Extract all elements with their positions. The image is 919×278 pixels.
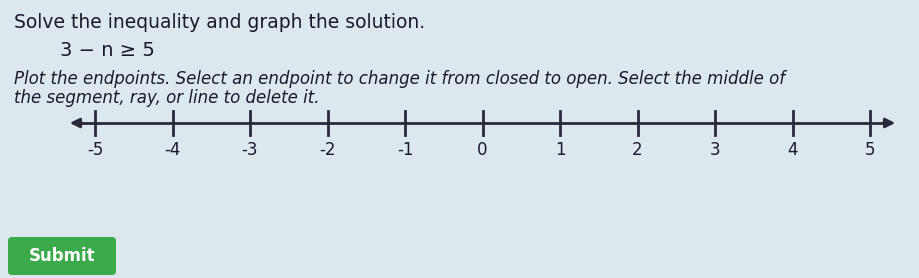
Text: -2: -2 bbox=[319, 141, 335, 159]
Text: 2: 2 bbox=[632, 141, 642, 159]
Text: 4: 4 bbox=[788, 141, 798, 159]
FancyBboxPatch shape bbox=[8, 237, 116, 275]
Text: -5: -5 bbox=[86, 141, 103, 159]
Text: Submit: Submit bbox=[28, 247, 96, 265]
Text: 0: 0 bbox=[477, 141, 488, 159]
Text: -3: -3 bbox=[242, 141, 258, 159]
Text: 5: 5 bbox=[865, 141, 875, 159]
Text: Plot the endpoints. Select an endpoint to change it from closed to open. Select : Plot the endpoints. Select an endpoint t… bbox=[14, 70, 785, 88]
Text: the segment, ray, or line to delete it.: the segment, ray, or line to delete it. bbox=[14, 89, 320, 107]
Text: -4: -4 bbox=[165, 141, 181, 159]
Text: -1: -1 bbox=[397, 141, 414, 159]
Text: 1: 1 bbox=[555, 141, 565, 159]
Text: 3 − n ≥ 5: 3 − n ≥ 5 bbox=[60, 41, 155, 60]
Text: Solve the inequality and graph the solution.: Solve the inequality and graph the solut… bbox=[14, 13, 425, 32]
Text: 3: 3 bbox=[709, 141, 720, 159]
